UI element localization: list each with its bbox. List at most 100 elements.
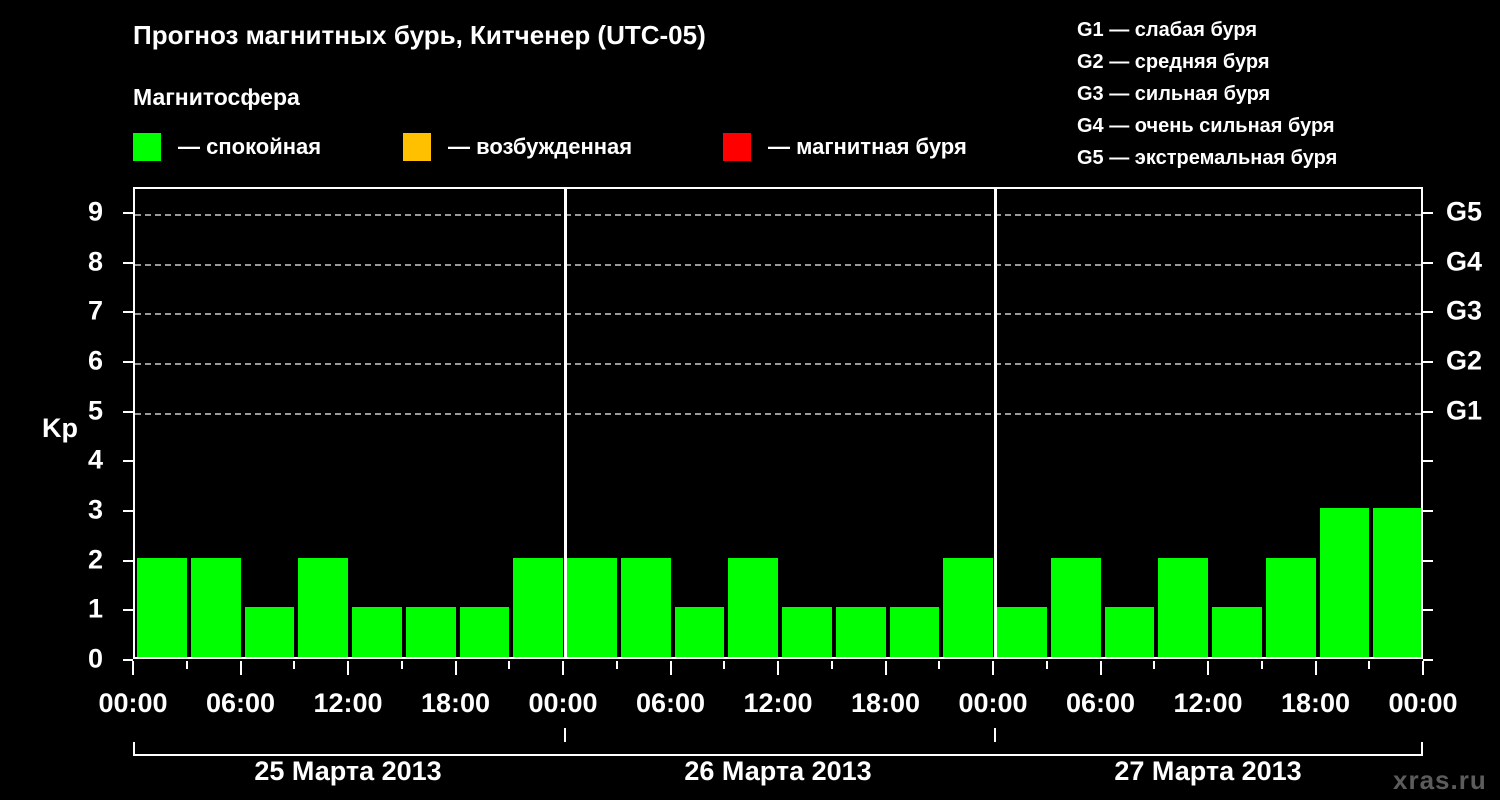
x-minor-tick-13 [830,661,833,669]
x-tick-label-9: 06:00 [1065,688,1136,718]
day-label-3: 27 Марта 2013 [1114,756,1302,786]
legend-swatch-calm-icon [133,133,161,161]
g-tick-label-G3: G3 [1446,295,1483,326]
g-tick-mark-G2 [1423,360,1433,363]
legend-item-calm: — спокойная [133,130,321,164]
x-tick-mark-4 [562,661,564,675]
bar-8 [567,557,617,657]
x-tick-label-7: 18:00 [850,688,921,718]
g-scale-row-g3: G3 — сильная буря [1077,83,1271,105]
day-label-2: 26 Марта 2013 [684,756,872,786]
y-tick-label-9: 9 [87,196,103,227]
bar-10 [674,607,725,657]
y-tick-mark-9 [123,211,133,214]
y-tick-label-8: 8 [87,246,103,277]
y-tick-label-5: 5 [87,395,103,426]
legend-item-active: — возбужденная [403,130,632,164]
bar-13 [835,607,886,657]
x-tick-mark-5 [669,661,672,675]
g-scale-legend: G1 — слабая буря G2 — средняя буря G3 — … [1077,14,1497,174]
bar-5 [405,607,456,657]
g-scale-row-g1: G1 — слабая буря [1077,19,1258,41]
day-axis-rule [133,728,1423,756]
y-tick-mark-6 [123,360,133,363]
bar-2 [244,607,295,657]
x-minor-tick-21 [1260,661,1263,669]
x-minor-tick-7 [508,661,511,669]
g-minor-tick-2 [1423,559,1433,562]
bar-23 [1373,507,1421,657]
x-tick-label-3: 18:00 [420,688,491,718]
x-minor-tick-9 [615,661,618,669]
bar-3 [298,557,348,657]
gridline-kp-9 [135,213,1421,216]
y-tick-label-7: 7 [87,295,103,326]
watermark: xras.ru [1393,765,1487,795]
x-tick-mark-3 [454,661,457,675]
y-tick-mark-8 [123,261,133,264]
day-rule-separator-2 [994,728,996,742]
g-tick-mark-G3 [1423,311,1433,314]
legend-swatch-storm-icon [723,133,751,161]
y-tick-mark-0 [123,659,133,661]
bar-15 [943,557,993,657]
x-minor-tick-3 [293,661,296,669]
x-tick-mark-7 [884,661,887,675]
x-minor-tick-1 [185,661,188,669]
bar-11 [728,557,778,657]
bar-14 [889,607,940,657]
x-tick-label-5: 06:00 [635,688,706,718]
legend-item-storm: — магнитная буря [723,130,967,164]
g-tick-mark-G5 [1423,211,1433,214]
g-minor-tick-3 [1423,509,1433,512]
magnetosphere-legend-title: Магнитосфера [133,84,300,110]
bar-4 [352,607,402,657]
g-tick-label-G4: G4 [1446,246,1483,277]
x-tick-label-0: 00:00 [98,688,168,718]
g-tick-label-G5: G5 [1446,196,1483,227]
bar-17 [1050,557,1101,657]
x-tick-mark-10 [1207,661,1209,675]
x-tick-mark-1 [239,661,242,675]
y-tick-mark-1 [123,609,133,612]
page-title: Прогноз магнитных бурь, Китченер (UTC-05… [133,20,706,50]
x-tick-label-2: 12:00 [313,688,383,718]
y-tick-mark-5 [123,410,133,413]
plot-frame [133,187,1423,659]
g-scale-row-g2: G2 — средняя буря [1077,51,1270,73]
x-tick-label-6: 12:00 [743,688,813,718]
x-tick-mark-0 [132,661,134,675]
x-minor-tick-5 [400,661,403,669]
x-tick-mark-12 [1422,661,1424,675]
y-tick-mark-4 [123,460,133,463]
day-rule-separator-1 [564,728,566,742]
y-tick-label-3: 3 [87,494,103,525]
bar-18 [1104,607,1155,657]
magnetosphere-legend: — спокойная — возбужденная — магнитная б… [133,130,1053,170]
bar-19 [1158,557,1208,657]
g-tick-mark-G1 [1423,410,1433,413]
x-tick-mark-8 [992,661,994,675]
legend-label-calm: — спокойная [178,134,322,159]
y-tick-label-4: 4 [87,444,103,475]
bar-6 [459,607,510,657]
gridline-kp-6 [135,362,1421,365]
bar-20 [1212,607,1262,657]
bar-12 [782,607,832,657]
day-divider-2 [993,189,997,657]
x-tick-mark-6 [777,661,779,675]
x-tick-label-10: 12:00 [1173,688,1243,718]
g-scale-row-g5: G5 — экстремальная буря [1077,147,1338,169]
bar-0 [137,557,187,657]
gridline-kp-7 [135,313,1421,316]
y-axis-title: Kp [42,413,78,443]
x-tick-label-4: 00:00 [528,688,598,718]
legend-swatch-active-icon [403,133,431,161]
x-minor-tick-23 [1368,661,1371,669]
bar-16 [997,607,1047,657]
bar-7 [513,557,563,657]
g-tick-label-G1: G1 [1446,395,1483,426]
y-tick-label-1: 1 [87,593,103,624]
g-minor-tick-0 [1423,659,1433,661]
